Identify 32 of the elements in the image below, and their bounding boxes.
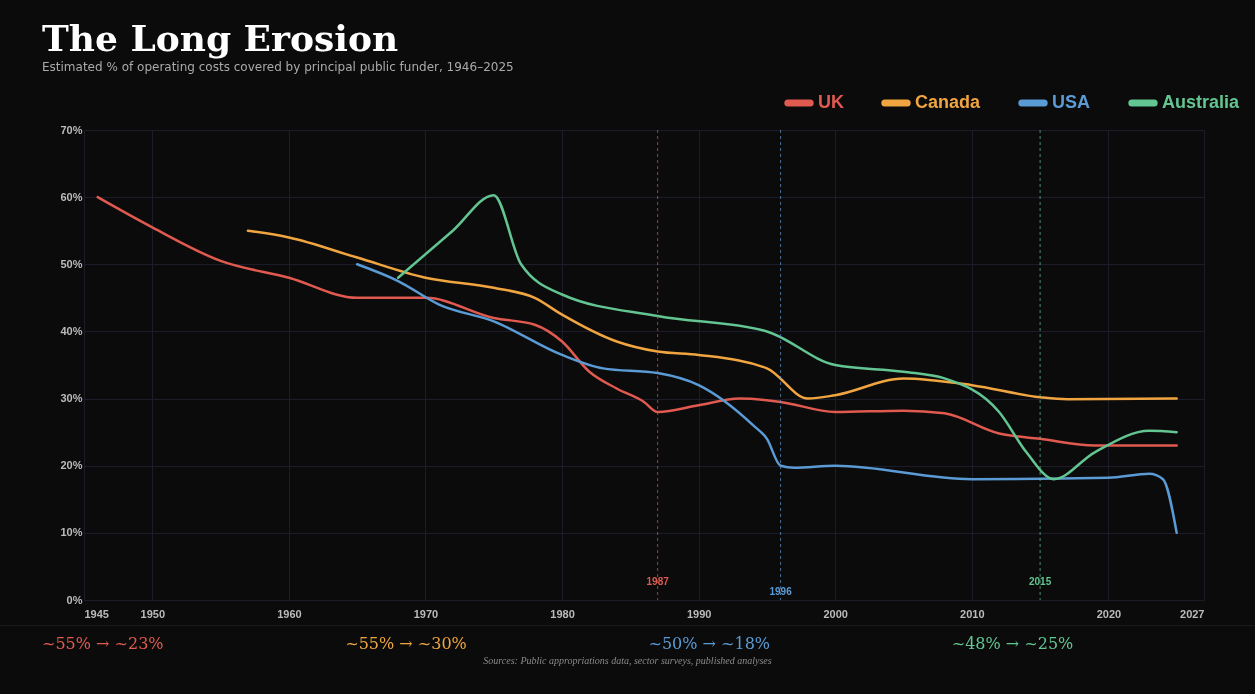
y-tick-label: 30% xyxy=(60,392,83,405)
x-tick-label: 2010 xyxy=(960,607,985,620)
legend-label: UK xyxy=(818,92,844,112)
legend-label: Canada xyxy=(915,92,982,112)
y-tick-label: 20% xyxy=(60,459,83,472)
chart-subtitle: Estimated % of operating costs covered by principal public funder, 1946–2025 xyxy=(42,60,514,74)
ref-line-label: 1996 xyxy=(769,586,793,597)
text: ~55% → ~30% xyxy=(345,633,468,653)
x-tick-label: 1950 xyxy=(140,607,166,620)
y-tick-label: 70% xyxy=(60,123,83,136)
x-tick-label: 2020 xyxy=(1096,607,1122,620)
source-note: Sources: Public appropriations data, sector surveys, published analyses xyxy=(482,655,773,666)
x-tick-label: 1970 xyxy=(413,607,439,620)
legend-label: USA xyxy=(1052,92,1091,112)
y-tick-label: 40% xyxy=(60,324,83,337)
x-tick-label: 2000 xyxy=(823,607,848,620)
text: ~50% → ~18% xyxy=(648,633,771,653)
x-tick-label: 1980 xyxy=(550,607,575,620)
ref-line-label: 1987 xyxy=(646,576,670,587)
x-tick-label: 2027 xyxy=(1180,607,1205,620)
y-tick-label: 50% xyxy=(60,257,83,270)
ref-line-label: 2015 xyxy=(1028,576,1052,587)
text: ~55% → ~23% xyxy=(42,633,165,653)
y-tick-label: 0% xyxy=(66,593,83,606)
text: ~48% → ~25% xyxy=(951,633,1075,653)
y-tick-label: 10% xyxy=(60,526,83,539)
y-tick-label: 60% xyxy=(60,190,83,203)
legend-label: Australia xyxy=(1162,92,1241,112)
x-tick-label: 1945 xyxy=(84,607,109,620)
x-tick-label: 1990 xyxy=(686,607,712,620)
x-tick-label: 1960 xyxy=(277,607,302,620)
line-series xyxy=(246,229,1178,401)
